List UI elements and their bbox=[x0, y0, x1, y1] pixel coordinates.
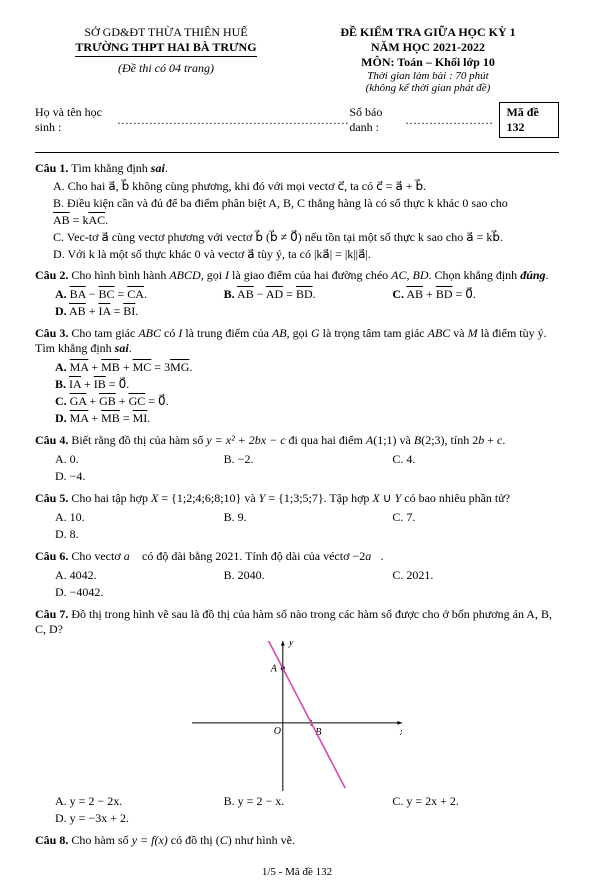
q7-chart: xyOBA bbox=[192, 641, 402, 791]
header-right: ĐỀ KIỂM TRA GIỮA HỌC KỲ 1 NĂM HỌC 2021-2… bbox=[297, 25, 559, 94]
q6-b: B. 2040. bbox=[222, 567, 391, 584]
q6-c: C. 2021. bbox=[390, 567, 559, 584]
q4-a: A. 0. bbox=[53, 451, 222, 468]
q7: Câu 7. Đồ thị trong hình vẽ sau là đồ th… bbox=[35, 607, 559, 637]
svg-text:y: y bbox=[288, 641, 294, 648]
school-name: TRƯỜNG THPT HAI BÀ TRƯNG bbox=[75, 40, 256, 57]
q3-c: C. GA + GB + GC = 0⃗. bbox=[53, 393, 559, 410]
q1-c: C. Vec-tơ a⃗ cùng vectơ phương với vectơ… bbox=[53, 230, 559, 245]
exam-time: Thời gian làm bài : 70 phút bbox=[297, 70, 559, 82]
header-left: SỞ GD&ĐT THỪA THIÊN HUẾ TRƯỜNG THPT HAI … bbox=[35, 25, 297, 94]
divider bbox=[35, 152, 559, 153]
q3: Câu 3. Cho tam giác ABC có I là trung đi… bbox=[35, 326, 559, 356]
q5-d: D. 8. bbox=[53, 526, 559, 543]
exam-subject: MÔN: Toán – Khối lớp 10 bbox=[297, 55, 559, 70]
q2-c: C. AB + BD = 0⃗. bbox=[390, 286, 559, 303]
q2-b: B. AB − AD = BD. bbox=[222, 286, 391, 303]
q5-opts: A. 10. B. 9. C. 7. D. 8. bbox=[53, 509, 559, 543]
q6-a: A. 4042. bbox=[53, 567, 222, 584]
q2-a: A. BA − BC = CA. bbox=[53, 286, 222, 303]
q3-d: D. MA + MB = MI. bbox=[53, 410, 559, 427]
q3-opts: A. MA + MB + MC = 3MG. B. IA + IB = 0⃗. … bbox=[53, 359, 559, 427]
q1-b: B. Điều kiện cần và đủ để ba điểm phân b… bbox=[53, 196, 559, 211]
q7-opts: A. y = 2 − 2x. B. y = 2 − x. C. y = 2x +… bbox=[53, 793, 559, 827]
page-footer: 1/5 - Mã đề 132 bbox=[35, 866, 559, 878]
q5-b: B. 9. bbox=[222, 509, 391, 526]
svg-text:A: A bbox=[270, 663, 278, 674]
name-dots: ........................................… bbox=[117, 113, 349, 128]
page-note: (Đề thi có 04 trang) bbox=[35, 61, 297, 76]
q6: Câu 6. Cho vectơ a⃗ có độ dài bằng 2021.… bbox=[35, 549, 559, 564]
q1-a: A. Cho hai a⃗, b⃗ không cùng phương, khi… bbox=[53, 179, 559, 194]
svg-text:x: x bbox=[399, 726, 402, 738]
student-info-row: Họ và tên học sinh : ...................… bbox=[35, 102, 559, 138]
q3-b: B. IA + IB = 0⃗. bbox=[53, 376, 559, 393]
q8: Câu 8. Cho hàm số y = f(x) có đồ thị (C)… bbox=[35, 833, 559, 848]
q1-b2: AB = kAC. bbox=[53, 213, 559, 228]
q7-b: B. y = 2 − x. bbox=[222, 793, 391, 810]
q4-d: D. −4. bbox=[53, 468, 559, 485]
q1: Câu 1. Tìm khẳng định sai. bbox=[35, 161, 559, 176]
q4: Câu 4. Biết rằng đồ thị của hàm số y = x… bbox=[35, 433, 559, 448]
id-label: Số báo danh : bbox=[349, 105, 405, 135]
q7-c: C. y = 2x + 2. bbox=[390, 793, 559, 810]
q4-c: C. 4. bbox=[390, 451, 559, 468]
exam-year: NĂM HỌC 2021-2022 bbox=[297, 40, 559, 55]
q7-d: D. y = −3x + 2. bbox=[53, 810, 559, 827]
svg-text:O: O bbox=[274, 726, 281, 737]
q5-a: A. 10. bbox=[53, 509, 222, 526]
q3-a: A. MA + MB + MC = 3MG. bbox=[53, 359, 559, 376]
q4-opts: A. 0. B. −2. C. 4. D. −4. bbox=[53, 451, 559, 485]
q6-opts: A. 4042. B. 2040. C. 2021. D. −4042. bbox=[53, 567, 559, 601]
name-label: Họ và tên học sinh : bbox=[35, 105, 117, 135]
q7-a: A. y = 2 − 2x. bbox=[53, 793, 222, 810]
id-dots: ...................... bbox=[405, 113, 493, 128]
q2: Câu 2. Cho hình bình hành ABCD, gọi I là… bbox=[35, 268, 559, 283]
exam-nocount: (không kể thời gian phát đề) bbox=[297, 82, 559, 94]
q5-c: C. 7. bbox=[390, 509, 559, 526]
header: SỞ GD&ĐT THỪA THIÊN HUẾ TRƯỜNG THPT HAI … bbox=[35, 25, 559, 94]
q1-d: D. Với k là một số thực khác 0 và vectơ … bbox=[53, 247, 559, 262]
exam-title: ĐỀ KIỂM TRA GIỮA HỌC KỲ 1 bbox=[297, 25, 559, 40]
q5: Câu 5. Cho hai tập hợp X = {1;2;4;6;8;10… bbox=[35, 491, 559, 506]
dept-line: SỞ GD&ĐT THỪA THIÊN HUẾ bbox=[35, 25, 297, 40]
q2-opts: A. BA − BC = CA. B. AB − AD = BD. C. AB … bbox=[53, 286, 559, 320]
q2-d: D. AB + IA = BI. bbox=[53, 303, 559, 320]
q6-d: D. −4042. bbox=[53, 584, 559, 601]
exam-code: Mã đề 132 bbox=[499, 102, 559, 138]
q4-b: B. −2. bbox=[222, 451, 391, 468]
